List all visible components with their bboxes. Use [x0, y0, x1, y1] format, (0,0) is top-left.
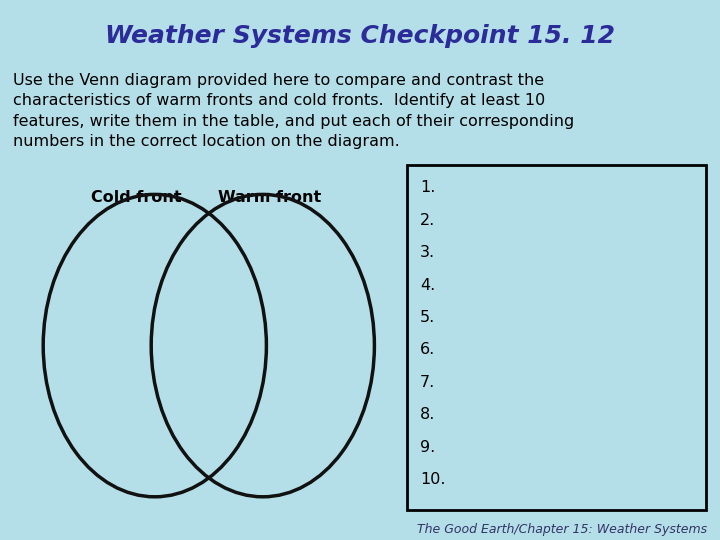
Text: Warm front: Warm front [218, 190, 322, 205]
Bar [407, 165, 706, 510]
Text: 4.: 4. [420, 278, 435, 293]
Text: 10.: 10. [420, 472, 445, 487]
Text: Weather Systems Checkpoint 15. 12: Weather Systems Checkpoint 15. 12 [105, 24, 615, 48]
Text: 9.: 9. [420, 440, 435, 455]
Text: 7.: 7. [420, 375, 435, 390]
Text: 5.: 5. [420, 310, 435, 325]
Text: Use the Venn diagram provided here to compare and contrast the
characteristics o: Use the Venn diagram provided here to co… [13, 73, 575, 149]
Text: 8.: 8. [420, 407, 435, 422]
Text: 2.: 2. [420, 213, 435, 228]
Text: The Good Earth/Chapter 15: Weather Systems: The Good Earth/Chapter 15: Weather Syste… [417, 523, 707, 536]
Text: Cold front: Cold front [91, 190, 182, 205]
Text: 1.: 1. [420, 180, 435, 195]
Text: 6.: 6. [420, 342, 435, 357]
Text: 3.: 3. [420, 245, 435, 260]
